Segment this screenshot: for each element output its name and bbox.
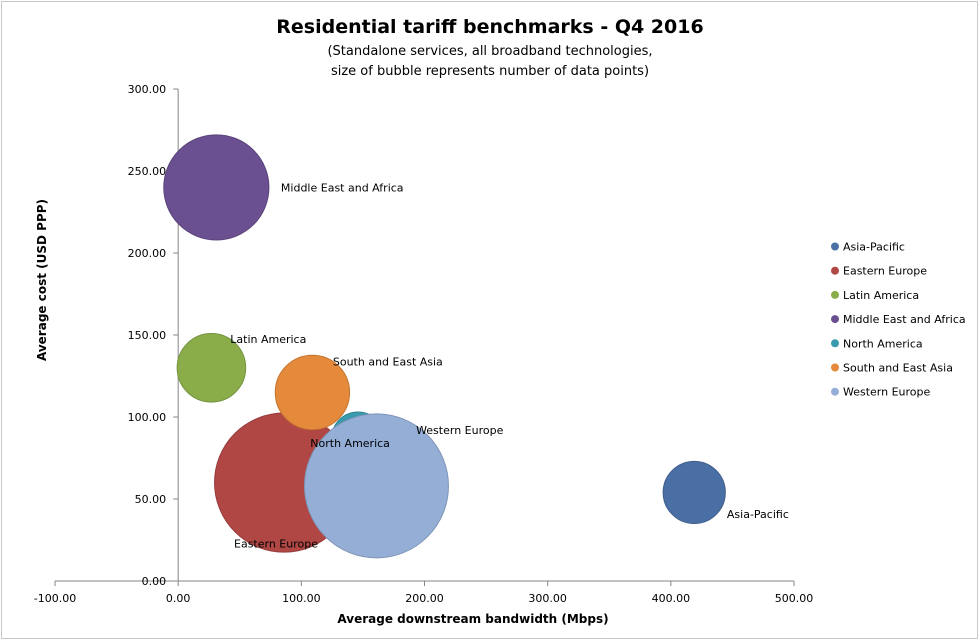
y-tick-label: 300.00 <box>128 83 167 96</box>
y-axis-title: Average cost (USD PPP) <box>35 199 49 361</box>
bubbles <box>163 134 726 559</box>
data-label: Eastern Europe <box>234 537 318 550</box>
legend-marker <box>831 242 839 251</box>
y-tick-label: 250.00 <box>128 165 167 178</box>
x-tick-label: 200.00 <box>405 592 444 605</box>
data-label: Western Europe <box>416 424 504 437</box>
legend-label: Middle East and Africa <box>843 313 966 326</box>
chart-title: Residential tariff benchmarks - Q4 2016 <box>276 16 703 38</box>
data-label: Asia-Pacific <box>727 508 789 521</box>
legend-marker <box>831 363 839 372</box>
x-tick-label: 100.00 <box>282 592 321 605</box>
bubble-middle-east-and-africa <box>163 134 270 241</box>
data-labels: Asia-Pacific Eastern Europe Latin America M… <box>230 181 789 550</box>
axes: -100.00 0.00 100.00 200.00 300.00 400.00 500.0… <box>34 83 813 605</box>
x-axis-title: Average downstream bandwidth (Mbps) <box>337 612 608 626</box>
bubble-western-europe <box>303 413 449 559</box>
x-tick-label: 300.00 <box>528 592 567 605</box>
y-tick-label: 0.00 <box>142 575 167 588</box>
legend-label: South and East Asia <box>843 362 953 375</box>
legend: Asia-Pacific Eastern Europe Latin America M… <box>831 241 966 399</box>
legend-marker <box>831 290 839 299</box>
data-label: Middle East and Africa <box>281 181 404 194</box>
legend-label: Asia-Pacific <box>843 241 905 254</box>
x-tick-label: 0.00 <box>166 592 191 605</box>
legend-label: Eastern Europe <box>843 265 927 278</box>
legend-label: Western Europe <box>843 386 931 399</box>
x-tick-label: 400.00 <box>652 592 691 605</box>
legend-label: North America <box>843 337 923 350</box>
bubble-asia-pacific <box>662 460 726 525</box>
bubble-south-and-east-asia <box>274 354 351 431</box>
x-tick-label: 500.00 <box>775 592 814 605</box>
legend-marker <box>831 387 839 396</box>
chart-subtitle-line-1: (Standalone services, all broadband tech… <box>327 44 652 59</box>
y-tick-label: 100.00 <box>128 411 167 424</box>
data-label: Latin America <box>230 333 306 346</box>
legend-marker <box>831 339 839 348</box>
y-tick-label: 200.00 <box>128 247 167 260</box>
data-label: North America <box>310 437 390 450</box>
legend-label: Latin America <box>843 289 919 302</box>
y-tick-label: 150.00 <box>128 329 167 342</box>
bubble-latin-america <box>176 333 247 403</box>
chart-subtitle-line-2: size of bubble represents number of data… <box>331 64 649 79</box>
y-tick-label: 50.00 <box>135 493 167 506</box>
x-tick-label: -100.00 <box>34 592 76 605</box>
legend-marker <box>831 315 839 324</box>
legend-marker <box>831 266 839 275</box>
data-label: South and East Asia <box>333 356 443 369</box>
